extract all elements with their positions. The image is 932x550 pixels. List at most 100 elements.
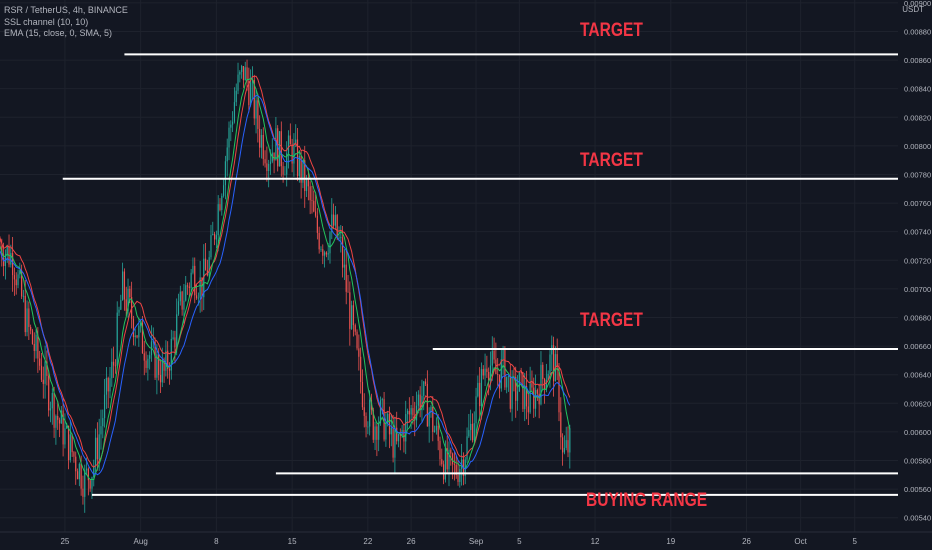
candle-body — [558, 367, 560, 413]
candle-body — [340, 237, 342, 239]
indicator-ssl-label[interactable]: SSL channel (10, 10) — [4, 16, 89, 27]
candle-body — [96, 437, 98, 460]
candle-body — [15, 279, 17, 286]
candle-body — [105, 377, 107, 395]
candle-body — [466, 436, 468, 460]
candle-body — [293, 143, 295, 164]
candle-body — [102, 418, 104, 427]
candle-body — [35, 334, 37, 351]
price-tick-label: 0.00600 — [904, 428, 931, 437]
candle-body — [73, 452, 75, 457]
candle-body — [471, 423, 474, 441]
indicator-ema-label[interactable]: EMA (15, close, 0, SMA, 5) — [4, 28, 113, 38]
time-tick-label: 26 — [742, 537, 751, 546]
candle-body — [289, 135, 291, 145]
price-tick-label: 0.00540 — [904, 514, 931, 523]
candle-body — [562, 437, 564, 453]
candle-body — [158, 354, 160, 375]
candle-body — [266, 163, 268, 171]
candle-body — [122, 271, 124, 301]
candle-body — [67, 425, 70, 461]
candle-body — [21, 270, 23, 297]
candle-body — [212, 233, 214, 236]
candle-body — [486, 368, 488, 372]
candle-body — [3, 257, 5, 267]
candle-body — [342, 237, 344, 268]
candle-body — [30, 326, 32, 331]
candle-body — [325, 252, 327, 255]
symbol-title[interactable]: RSR / TetherUS, 4h, BINANCE — [4, 5, 128, 15]
ssl-channel-green-line — [0, 78, 571, 481]
candle-body — [201, 277, 203, 298]
candle-body — [264, 159, 266, 164]
time-tick-label: 25 — [60, 537, 69, 546]
candle-body — [188, 286, 190, 288]
ema-line — [0, 94, 571, 476]
time-tick-label: 5 — [517, 537, 522, 546]
candle-body — [480, 369, 483, 407]
candle-body — [275, 128, 277, 161]
candle-body — [287, 135, 290, 154]
candle-body — [210, 235, 212, 258]
candle-body — [57, 415, 59, 420]
candle-body — [100, 426, 102, 435]
candle-body — [154, 341, 156, 378]
candle-body — [242, 65, 245, 81]
candle-body — [12, 253, 14, 276]
candle-body — [147, 358, 149, 368]
candle-body — [161, 359, 163, 383]
candle-body — [507, 376, 510, 377]
candle-body — [545, 380, 547, 390]
time-tick-label: Oct — [794, 537, 807, 546]
target-annotation-top: TARGET — [580, 20, 643, 41]
candle-body — [255, 100, 257, 119]
candle-body — [361, 381, 364, 408]
candle-body — [475, 396, 477, 424]
candle-body — [233, 102, 236, 122]
candle-body — [6, 246, 8, 255]
candle-body — [529, 383, 531, 413]
candle-body — [91, 477, 93, 489]
candle-body — [533, 387, 535, 409]
candle-body — [560, 412, 562, 438]
candle-body — [531, 383, 533, 388]
candle-body — [165, 350, 167, 371]
price-tick-label: 0.00560 — [904, 485, 931, 494]
candle-body — [39, 358, 41, 366]
candle-body — [71, 434, 73, 453]
candle-body — [248, 81, 250, 106]
candle-body — [547, 373, 549, 381]
time-axis[interactable]: 25 Aug 8 15 22 26 Sep 5 12 19 26 Oct 5 — [0, 531, 932, 546]
candle-body — [318, 232, 320, 250]
price-tick-label: 0.00700 — [904, 285, 931, 294]
candle-body — [433, 430, 436, 432]
candle-body — [31, 330, 34, 344]
candle-body — [145, 360, 147, 368]
target-annotation-lower: TARGET — [580, 310, 643, 331]
candle-body — [399, 434, 401, 436]
candle-body — [172, 337, 174, 339]
candle-body — [58, 419, 61, 424]
candle-body — [500, 359, 502, 389]
candle-body — [302, 160, 304, 183]
candle-body — [93, 466, 95, 478]
candle-body — [376, 426, 378, 440]
candle-body — [336, 215, 338, 238]
candle-body — [552, 345, 555, 382]
candle-body — [428, 412, 430, 427]
candle-body — [244, 67, 246, 81]
candle-body — [408, 410, 410, 415]
candle-body — [140, 322, 142, 326]
candle-body — [199, 277, 201, 298]
candle-body — [439, 440, 441, 460]
candle-body — [19, 270, 21, 275]
candle-body — [567, 440, 569, 453]
candle-body — [136, 335, 138, 338]
candle-body — [522, 372, 524, 410]
price-axis[interactable]: 0.00540 0.00560 0.00580 0.00600 0.00620 0.006… — [898, 0, 932, 550]
price-tick-label: 0.00580 — [904, 456, 931, 465]
candle-body — [502, 349, 504, 360]
candle-body — [515, 376, 517, 401]
